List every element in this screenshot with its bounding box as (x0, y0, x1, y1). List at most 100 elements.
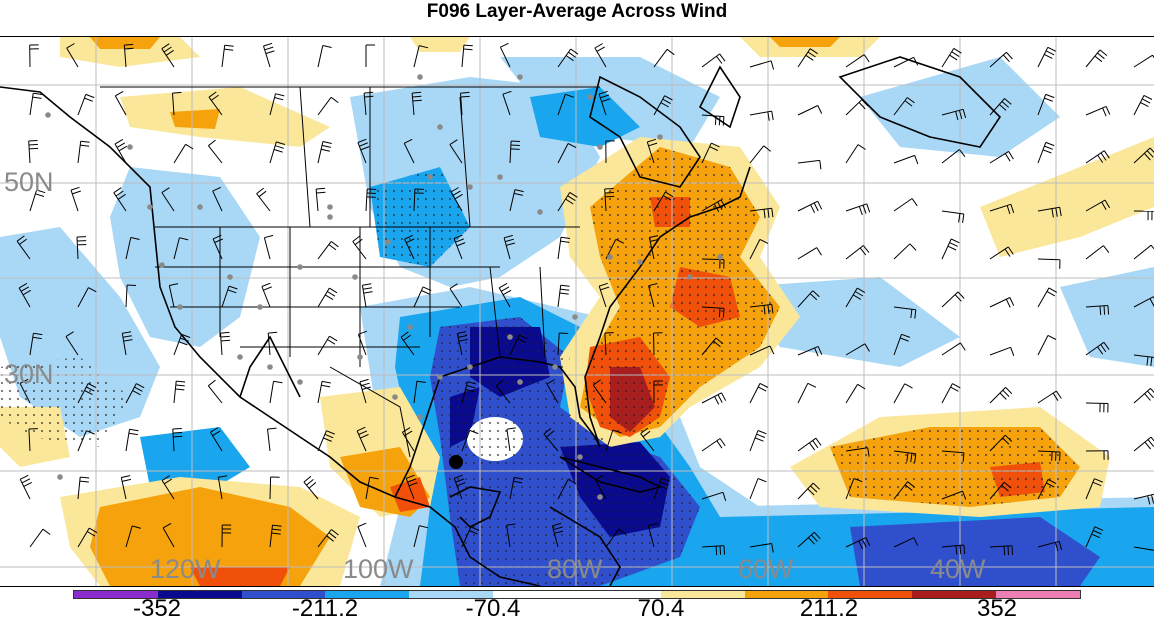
wind-barb (749, 303, 774, 315)
wind-barb (173, 143, 194, 164)
colorbar-label: -70.4 (465, 595, 521, 622)
wind-barb (77, 476, 90, 500)
colorbar-segment (744, 591, 829, 598)
wind-barb (413, 286, 432, 308)
wind-barb (125, 284, 137, 308)
wind-barb (509, 476, 523, 500)
negative-region (850, 517, 1100, 586)
wind-barb (29, 528, 51, 548)
wind-barb (357, 138, 370, 164)
station-dot (552, 364, 558, 370)
wind-barb (749, 110, 774, 121)
wind-barb (845, 54, 870, 68)
wind-barb (121, 331, 133, 356)
wind-barb (797, 290, 820, 308)
wind-barb (845, 343, 870, 356)
wind-barb (941, 291, 965, 308)
wind-barb (653, 95, 673, 116)
wind-barb (172, 91, 182, 116)
wind-barb (594, 474, 607, 500)
wind-barb (29, 189, 46, 212)
wind-barb (797, 437, 822, 452)
wind-barb (648, 283, 658, 308)
wind-barb (365, 44, 375, 67)
wind-barb (365, 188, 377, 212)
stipple-region (0, 357, 130, 447)
wind-barb (1037, 93, 1055, 116)
wind-barb (893, 383, 913, 404)
wind-barb (1133, 388, 1154, 404)
station-dot (357, 354, 363, 360)
colorbar-label: 70.4 (637, 595, 685, 622)
wind-barb (701, 142, 720, 164)
station-dot (537, 209, 543, 215)
wind-barb (267, 427, 277, 452)
station-dot (497, 174, 503, 180)
station-dot (417, 414, 423, 420)
wind-barb (1085, 105, 1111, 117)
colorbar-segment (660, 591, 745, 598)
wind-barb (797, 247, 822, 260)
wind-barb (701, 438, 726, 452)
station-dot (587, 94, 593, 100)
weak-negative-region (740, 277, 960, 367)
wind-barb (1037, 258, 1061, 269)
wind-barb (506, 523, 516, 548)
wind-barb (212, 186, 223, 212)
wind-barb (598, 90, 611, 116)
lon-label-40w: 40W (930, 554, 986, 584)
station-dot (297, 379, 303, 385)
wind-barb (411, 91, 422, 116)
station-dot (257, 304, 263, 310)
wind-barb (77, 287, 97, 308)
wind-barb (749, 60, 775, 70)
coastlines (0, 56, 1002, 586)
colorbar-segment (576, 591, 661, 598)
station-dot (327, 214, 333, 220)
station-dot (467, 364, 473, 370)
wind-barb (893, 154, 919, 165)
wind-barb (269, 93, 285, 116)
wind-barb (221, 524, 232, 548)
wind-barb (797, 159, 822, 170)
colorbar-segment (828, 591, 913, 598)
map-panel: 50N 30N 120W 100W 80W 60W 40W (0, 36, 1154, 587)
weak-positive-region (410, 37, 470, 52)
wind-barb (125, 237, 140, 260)
moderate-positive-region (770, 37, 840, 47)
wind-barb (303, 475, 319, 500)
wind-barb (168, 283, 179, 308)
wind-barb (1037, 46, 1057, 68)
location-marker (449, 455, 463, 469)
wind-barb (546, 379, 559, 404)
wind-barb (845, 478, 863, 500)
wind-barb (413, 45, 429, 68)
colorbar-label: -211.2 (291, 595, 359, 622)
wind-barb (893, 97, 915, 116)
wind-barb (317, 430, 335, 452)
wind-barb (598, 282, 610, 308)
wind-barb (269, 524, 282, 548)
wind-barb (509, 334, 528, 356)
wind-barb (1037, 450, 1061, 461)
wind-barb (1085, 478, 1103, 500)
wind-barb (220, 331, 231, 356)
wind-barb (989, 545, 1013, 556)
wind-barb (1085, 49, 1108, 68)
wind-barb (317, 380, 331, 404)
wind-barb (1085, 450, 1109, 460)
wind-barb (1037, 540, 1063, 552)
wind-barb (267, 331, 278, 356)
wind-barb (653, 332, 663, 356)
wind-barb (461, 381, 477, 404)
wind-barb (557, 236, 571, 260)
lat-label-50n: 50N (4, 167, 54, 197)
stipple-region (370, 167, 470, 267)
weak-positive-region (120, 87, 330, 147)
wind-barb (217, 475, 228, 500)
wind-barb (893, 306, 917, 319)
wind-barb (701, 306, 725, 318)
wind-barb (499, 42, 511, 68)
wind-barb (1085, 526, 1104, 548)
weak-negative-region (110, 167, 260, 347)
